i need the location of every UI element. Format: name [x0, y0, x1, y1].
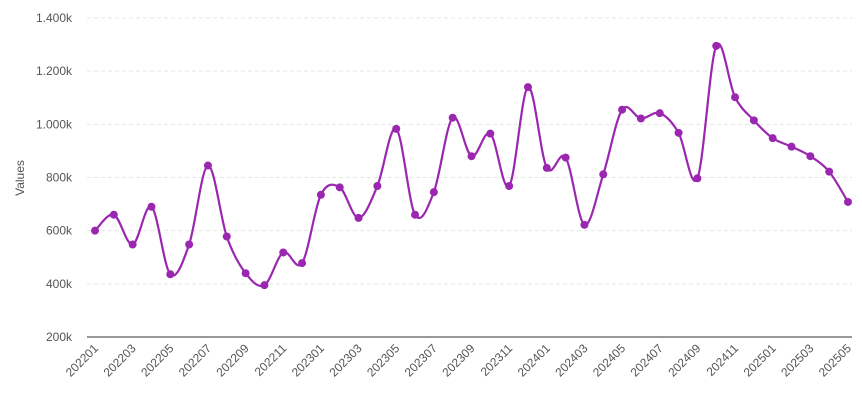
x-tick-label: 202401 — [515, 341, 553, 379]
y-axis-title: Values — [13, 160, 27, 196]
data-point[interactable] — [429, 188, 438, 197]
y-tick-label: 1.200k — [36, 64, 73, 78]
gridlines — [87, 17, 852, 285]
y-tick-label: 1.400k — [36, 11, 73, 25]
data-point[interactable] — [335, 183, 344, 192]
x-tick-label: 202409 — [665, 341, 703, 379]
data-point[interactable] — [241, 269, 250, 278]
data-point[interactable] — [128, 240, 137, 249]
y-axis: 200k 400k 600k 800k 1.000k 1.200k 1.400k — [36, 11, 73, 344]
data-point[interactable] — [411, 210, 420, 219]
data-point[interactable] — [91, 226, 99, 235]
x-tick-label: 202301 — [289, 341, 327, 379]
x-tick-label: 202205 — [138, 341, 176, 379]
data-point[interactable] — [674, 128, 683, 137]
data-point[interactable] — [561, 153, 570, 162]
x-tick-label: 202209 — [214, 341, 252, 379]
x-tick-label: 202505 — [816, 341, 854, 379]
data-point[interactable] — [580, 220, 589, 229]
data-point[interactable] — [599, 170, 608, 179]
data-point[interactable] — [844, 197, 852, 206]
data-point[interactable] — [354, 213, 363, 222]
x-tick-label: 202405 — [590, 341, 628, 379]
x-tick-label: 202307 — [402, 341, 440, 379]
data-point[interactable] — [787, 142, 796, 151]
data-point[interactable] — [486, 129, 495, 138]
data-point[interactable] — [166, 270, 175, 279]
data-point[interactable] — [523, 83, 532, 92]
x-tick-label: 202311 — [478, 341, 516, 379]
x-tick-label: 202207 — [176, 341, 214, 379]
x-tick-label: 202501 — [741, 341, 779, 379]
data-point[interactable] — [712, 41, 721, 50]
data-point[interactable] — [147, 202, 156, 211]
x-tick-label: 202309 — [439, 341, 477, 379]
data-point[interactable] — [298, 259, 307, 268]
data-point[interactable] — [316, 190, 325, 199]
x-tick-label: 202411 — [704, 341, 742, 379]
y-tick-label: 600k — [46, 224, 73, 238]
data-point[interactable] — [392, 124, 401, 133]
data-point[interactable] — [731, 93, 740, 102]
y-tick-label: 800k — [46, 171, 73, 185]
data-point[interactable] — [505, 182, 514, 191]
x-tick-label: 202303 — [326, 341, 364, 379]
x-tick-label: 202407 — [628, 341, 666, 379]
data-point[interactable] — [542, 163, 551, 172]
y-tick-label: 200k — [46, 330, 73, 344]
data-point[interactable] — [260, 281, 269, 290]
data-point[interactable] — [279, 248, 288, 257]
y-tick-label: 400k — [46, 277, 73, 291]
data-point[interactable] — [825, 167, 834, 176]
data-point[interactable] — [373, 182, 382, 191]
data-point[interactable] — [636, 114, 645, 123]
data-point[interactable] — [693, 174, 702, 183]
x-tick-label: 202201 — [63, 341, 101, 379]
data-point[interactable] — [749, 116, 758, 125]
x-axis: 202201 202203 202205 202207 202209 202211 2023… — [63, 336, 854, 379]
x-tick-label: 202403 — [552, 341, 590, 379]
data-point[interactable] — [185, 240, 194, 249]
x-tick-label: 202211 — [252, 341, 290, 379]
x-tick-label: 202305 — [364, 341, 402, 379]
x-tick-label: 202203 — [101, 341, 139, 379]
data-point[interactable] — [806, 152, 815, 161]
data-point[interactable] — [768, 134, 777, 143]
y-tick-label: 1.000k — [36, 117, 73, 131]
data-point[interactable] — [618, 105, 627, 114]
data-point[interactable] — [655, 109, 664, 118]
data-point[interactable] — [467, 152, 476, 161]
x-tick-label: 202503 — [778, 341, 816, 379]
series — [91, 41, 852, 290]
data-point[interactable] — [109, 210, 118, 219]
data-point[interactable] — [448, 113, 457, 122]
data-point[interactable] — [203, 161, 212, 170]
data-point[interactable] — [222, 232, 231, 241]
